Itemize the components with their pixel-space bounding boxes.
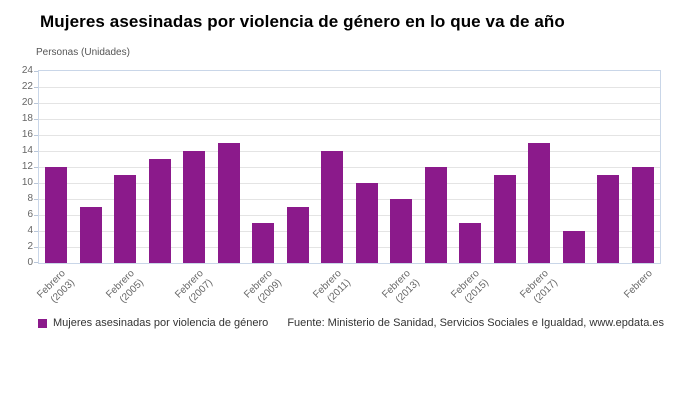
bar-8 — [321, 151, 344, 263]
y-axis-label-6: 6 — [27, 209, 33, 220]
gridline — [39, 150, 660, 152]
y-axis-label-4: 4 — [27, 225, 33, 236]
y-axis-tick — [34, 102, 38, 104]
y-axis-label-0: 0 — [27, 257, 33, 268]
y-axis-label-18: 18 — [21, 113, 33, 124]
gridline — [39, 102, 660, 104]
y-axis-label-20: 20 — [21, 97, 33, 108]
bar-3 — [148, 159, 171, 263]
bar-2 — [114, 175, 137, 263]
bar-10 — [390, 199, 413, 263]
bar-4 — [183, 151, 206, 263]
y-axis-label-2: 2 — [27, 241, 33, 252]
legend-swatch — [38, 318, 47, 328]
bar-13 — [493, 175, 516, 263]
bar-5 — [217, 143, 240, 263]
y-axis-label-24: 24 — [21, 65, 33, 76]
y-axis-tick — [34, 182, 38, 184]
gridline — [39, 230, 660, 232]
y-axis-label-10: 10 — [21, 177, 33, 188]
y-axis-label-14: 14 — [21, 145, 33, 156]
y-axis-tick — [34, 214, 38, 216]
gridline — [39, 198, 660, 200]
bar-1 — [79, 207, 102, 263]
bar-7 — [286, 207, 309, 263]
gridline — [39, 214, 660, 216]
y-axis-tick — [34, 150, 38, 152]
legend: Mujeres asesinadas por violencia de géne… — [38, 317, 268, 329]
bar-0 — [45, 167, 68, 263]
bar-14 — [528, 143, 551, 263]
gridline — [39, 246, 660, 248]
bar-16 — [597, 175, 620, 263]
y-axis-title: Personas (Unidades) — [36, 47, 130, 58]
gridline — [39, 182, 660, 184]
gridline — [39, 118, 660, 120]
y-axis-tick — [34, 71, 38, 72]
gridline — [39, 166, 660, 168]
chart-title: Mujeres asesinadas por violencia de géne… — [40, 12, 565, 31]
y-axis-tick — [34, 198, 38, 200]
y-axis-label-22: 22 — [21, 81, 33, 92]
legend-label: Mujeres asesinadas por violencia de géne… — [53, 317, 269, 329]
bar-11 — [424, 167, 447, 263]
bar-12 — [459, 223, 482, 263]
gridline — [39, 134, 660, 136]
gridline — [39, 86, 660, 88]
y-axis-tick — [34, 134, 38, 136]
bar-6 — [252, 223, 275, 263]
plot-area: 0 2 4 6 8 10 12 14 16 18 20 22 24 Febrero (2003) Febre… — [22, 65, 661, 305]
y-axis-tick — [34, 86, 38, 88]
y-axis-label-8: 8 — [27, 193, 33, 204]
source-text: Fuente: Ministerio de Sanidad, Servicios… — [287, 317, 664, 329]
bar-15 — [562, 231, 585, 263]
bar-9 — [355, 183, 378, 263]
chart-footer: Mujeres asesinadas por violencia de géne… — [38, 317, 664, 329]
y-axis-tick — [34, 166, 38, 168]
bar-17 — [631, 167, 654, 263]
y-axis-tick — [34, 246, 38, 248]
y-axis-tick — [34, 118, 38, 120]
y-axis-label-16: 16 — [21, 129, 33, 140]
y-axis-tick — [34, 262, 38, 263]
y-axis-label-12: 12 — [21, 161, 33, 172]
y-axis-tick — [34, 230, 38, 232]
